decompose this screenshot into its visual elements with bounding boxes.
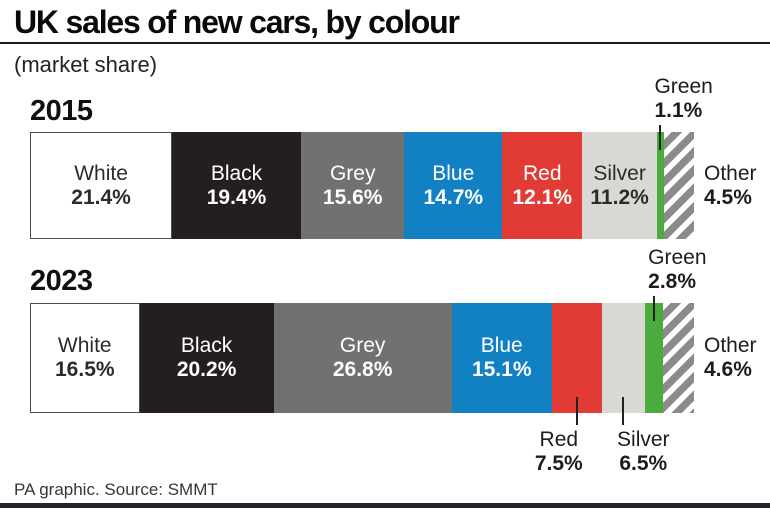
colour-share-value: 15.6% [322, 185, 383, 209]
colour-share-value: 4.5% [704, 185, 752, 209]
page-title: UK sales of new cars, by colour [14, 4, 460, 40]
year-label-2015: 2015 [30, 95, 93, 127]
stacked-bar-2023: White 16.5% Black 20.2% Grey 26.8% Blue 15.1% [30, 303, 694, 413]
segment-2015-green [656, 132, 665, 239]
colour-share-value: 2.8% [648, 270, 697, 293]
stacked-bar-2015: White 21.4% Black 19.4% Grey 15.6% Blue 14.7% Re… [30, 132, 694, 239]
segment-label-2015-white: White 21.4% [71, 162, 131, 210]
pointer-line-2023-silver [622, 397, 625, 425]
colour-share-value: 4.6% [704, 358, 752, 381]
colour-name: Green [648, 246, 707, 269]
colour-name: Silver [593, 161, 646, 185]
segment-2023-blue: Blue 15.1% [451, 303, 552, 413]
segment-label-2015-black: Black 19.4% [207, 162, 267, 210]
colour-name: Black [180, 334, 233, 357]
segment-2015-white: White 21.4% [30, 132, 173, 239]
segment-2015-other [664, 132, 694, 239]
colour-share-value: 20.2% [176, 358, 237, 381]
colour-name: Other [704, 334, 757, 357]
segment-2015-grey: Grey 15.6% [300, 132, 405, 239]
colour-name: Other [704, 161, 757, 185]
colour-share-value: 26.8% [332, 358, 393, 381]
segment-label-2015-blue: Blue 14.7% [424, 162, 484, 210]
colour-share-value: 12.1% [512, 185, 573, 209]
segment-label-2023-blue: Blue 15.1% [472, 334, 532, 382]
colour-name: Grey [329, 161, 376, 185]
pointer-line-2023-red [575, 397, 578, 425]
callout-label-2023-silver: Silver 6.5% [603, 428, 683, 476]
pointer-line-2023-green [653, 296, 656, 321]
pointer-line-2015-green [659, 125, 662, 150]
segment-2023-white: White 16.5% [30, 303, 140, 413]
segment-2015-blue: Blue 14.7% [404, 132, 503, 239]
segment-2023-other [663, 303, 694, 413]
segment-2023-red [551, 303, 602, 413]
segment-2023-silver [601, 303, 645, 413]
colour-name: Grey [339, 334, 386, 357]
colour-share-value: 7.5% [534, 452, 583, 475]
colour-name: Red [539, 428, 579, 451]
callout-label-2015-green: Green 1.1% [654, 75, 712, 123]
colour-share-value: 11.2% [590, 185, 649, 209]
segment-2015-silver: Silver 11.2% [582, 132, 657, 239]
colour-name: Green [654, 75, 713, 98]
segment-label-2015-silver: Silver 11.2% [590, 162, 648, 210]
colour-share-value: 19.4% [206, 185, 267, 209]
segment-2015-black: Black 19.4% [172, 132, 301, 239]
callout-label-2023-other: Other 4.6% [704, 334, 757, 382]
callout-label-2023-red: Red 7.5% [519, 428, 599, 476]
segment-label-2023-white: White 16.5% [55, 334, 115, 382]
chart-subtitle: (market share) [14, 52, 158, 77]
bottom-keyline [0, 503, 770, 508]
colour-name: Black [210, 161, 263, 185]
colour-share-value: 21.4% [71, 185, 131, 209]
colour-name: Red [522, 161, 562, 185]
colour-share-value: 16.5% [55, 358, 115, 381]
callout-label-2023-green: Green 2.8% [648, 246, 706, 294]
segment-label-2015-red: Red 12.1% [512, 162, 572, 210]
colour-name: White [74, 161, 128, 185]
colour-name: Blue [432, 161, 475, 185]
year-label-2023: 2023 [30, 265, 93, 297]
source-credit: PA graphic. Source: SMMT [14, 480, 218, 499]
segment-2015-red: Red 12.1% [502, 132, 583, 239]
callout-label-2015-other: Other 4.5% [704, 162, 757, 210]
segment-2023-black: Black 20.2% [139, 303, 274, 413]
colour-share-value: 6.5% [619, 452, 668, 475]
colour-name: White [57, 334, 112, 357]
segment-2023-grey: Grey 26.8% [273, 303, 452, 413]
segment-label-2023-grey: Grey 26.8% [333, 334, 393, 382]
colour-share-value: 14.7% [423, 185, 484, 209]
colour-name: Blue [480, 334, 523, 357]
segment-label-2015-grey: Grey 15.6% [323, 162, 383, 210]
title-rule [0, 42, 770, 44]
colour-name: Silver [617, 428, 670, 451]
colour-share-value: 1.1% [654, 99, 703, 122]
segment-2023-green [644, 303, 664, 413]
segment-label-2023-black: Black 20.2% [177, 334, 237, 382]
colour-share-value: 15.1% [471, 358, 532, 381]
